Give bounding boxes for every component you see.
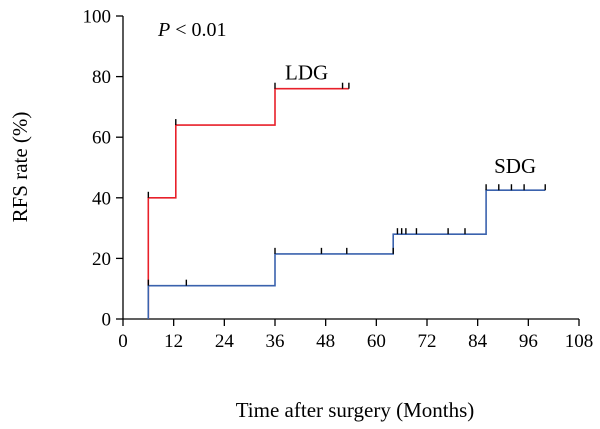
x-axis-title: Time after surgery (Months) [236,398,475,422]
p-value-symbol: P [157,19,170,41]
x-tick-label: 48 [316,331,335,352]
survival-step-line [147,189,546,319]
series-layer: LDG SDG [147,61,546,319]
series-label: LDG [285,61,328,85]
x-tick-label: 24 [215,331,235,352]
x-tick-label: 0 [118,331,128,352]
y-tick-label: 0 [102,310,112,331]
axes: 0 20 40 60 80 100 0 12 24 36 48 60 72 84 96 108 [83,7,594,353]
series-ldg: LDG [147,61,350,319]
x-tick-label: 12 [164,331,183,352]
x-tick-label: 108 [565,331,594,352]
p-value-annotation: P < 0.01 [157,19,227,41]
series-sdg: SDG [147,154,546,319]
x-tick-label: 60 [367,331,386,352]
x-tick-label: 96 [519,331,538,352]
y-tick-label: 20 [92,249,111,270]
x-tick-label: 72 [418,331,437,352]
survival-step-line [147,87,349,319]
x-ticks: 0 12 24 36 48 60 72 84 96 108 [118,319,593,352]
y-axis-title: RFS rate (%) [8,112,32,223]
y-tick-label: 60 [92,128,111,149]
y-tick-label: 80 [92,67,111,88]
p-value-text: < 0.01 [170,19,226,41]
x-tick-label: 36 [266,331,285,352]
y-ticks: 0 20 40 60 80 100 [83,7,123,331]
y-tick-label: 100 [83,7,112,28]
series-label: SDG [494,154,536,178]
x-tick-label: 84 [468,331,488,352]
y-tick-label: 40 [92,188,111,209]
